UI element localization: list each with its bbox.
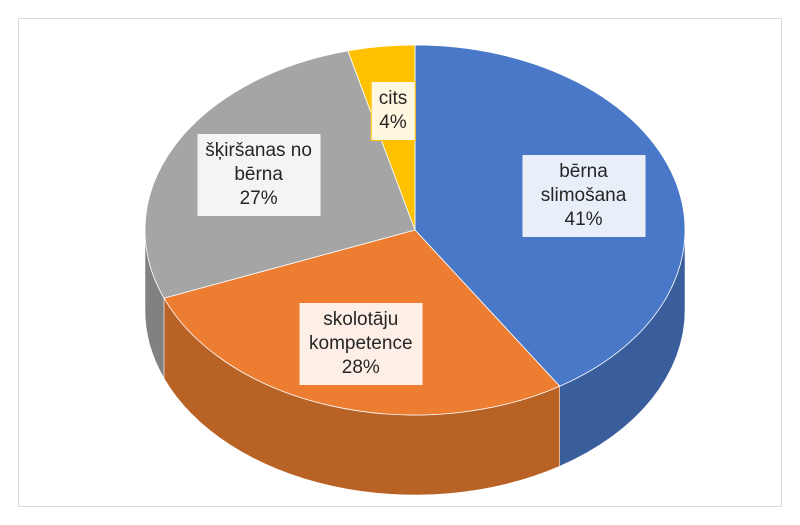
data-label: bērna slimošana 41% — [521, 154, 647, 239]
label-name: cits — [378, 87, 408, 109]
data-label: cits 4% — [370, 80, 416, 141]
label-value: 4% — [379, 111, 407, 133]
data-label: skolotāju kompetence 28% — [298, 302, 424, 387]
label-name: skolotāju kompetence — [309, 309, 413, 355]
label-name: bērna slimošana — [540, 161, 627, 207]
label-value: 28% — [341, 357, 380, 379]
data-label: šķiršanas no bērna 27% — [196, 133, 322, 218]
label-name: šķiršanas no bērna — [205, 140, 312, 186]
label-value: 27% — [239, 188, 278, 210]
label-value: 41% — [564, 209, 603, 231]
